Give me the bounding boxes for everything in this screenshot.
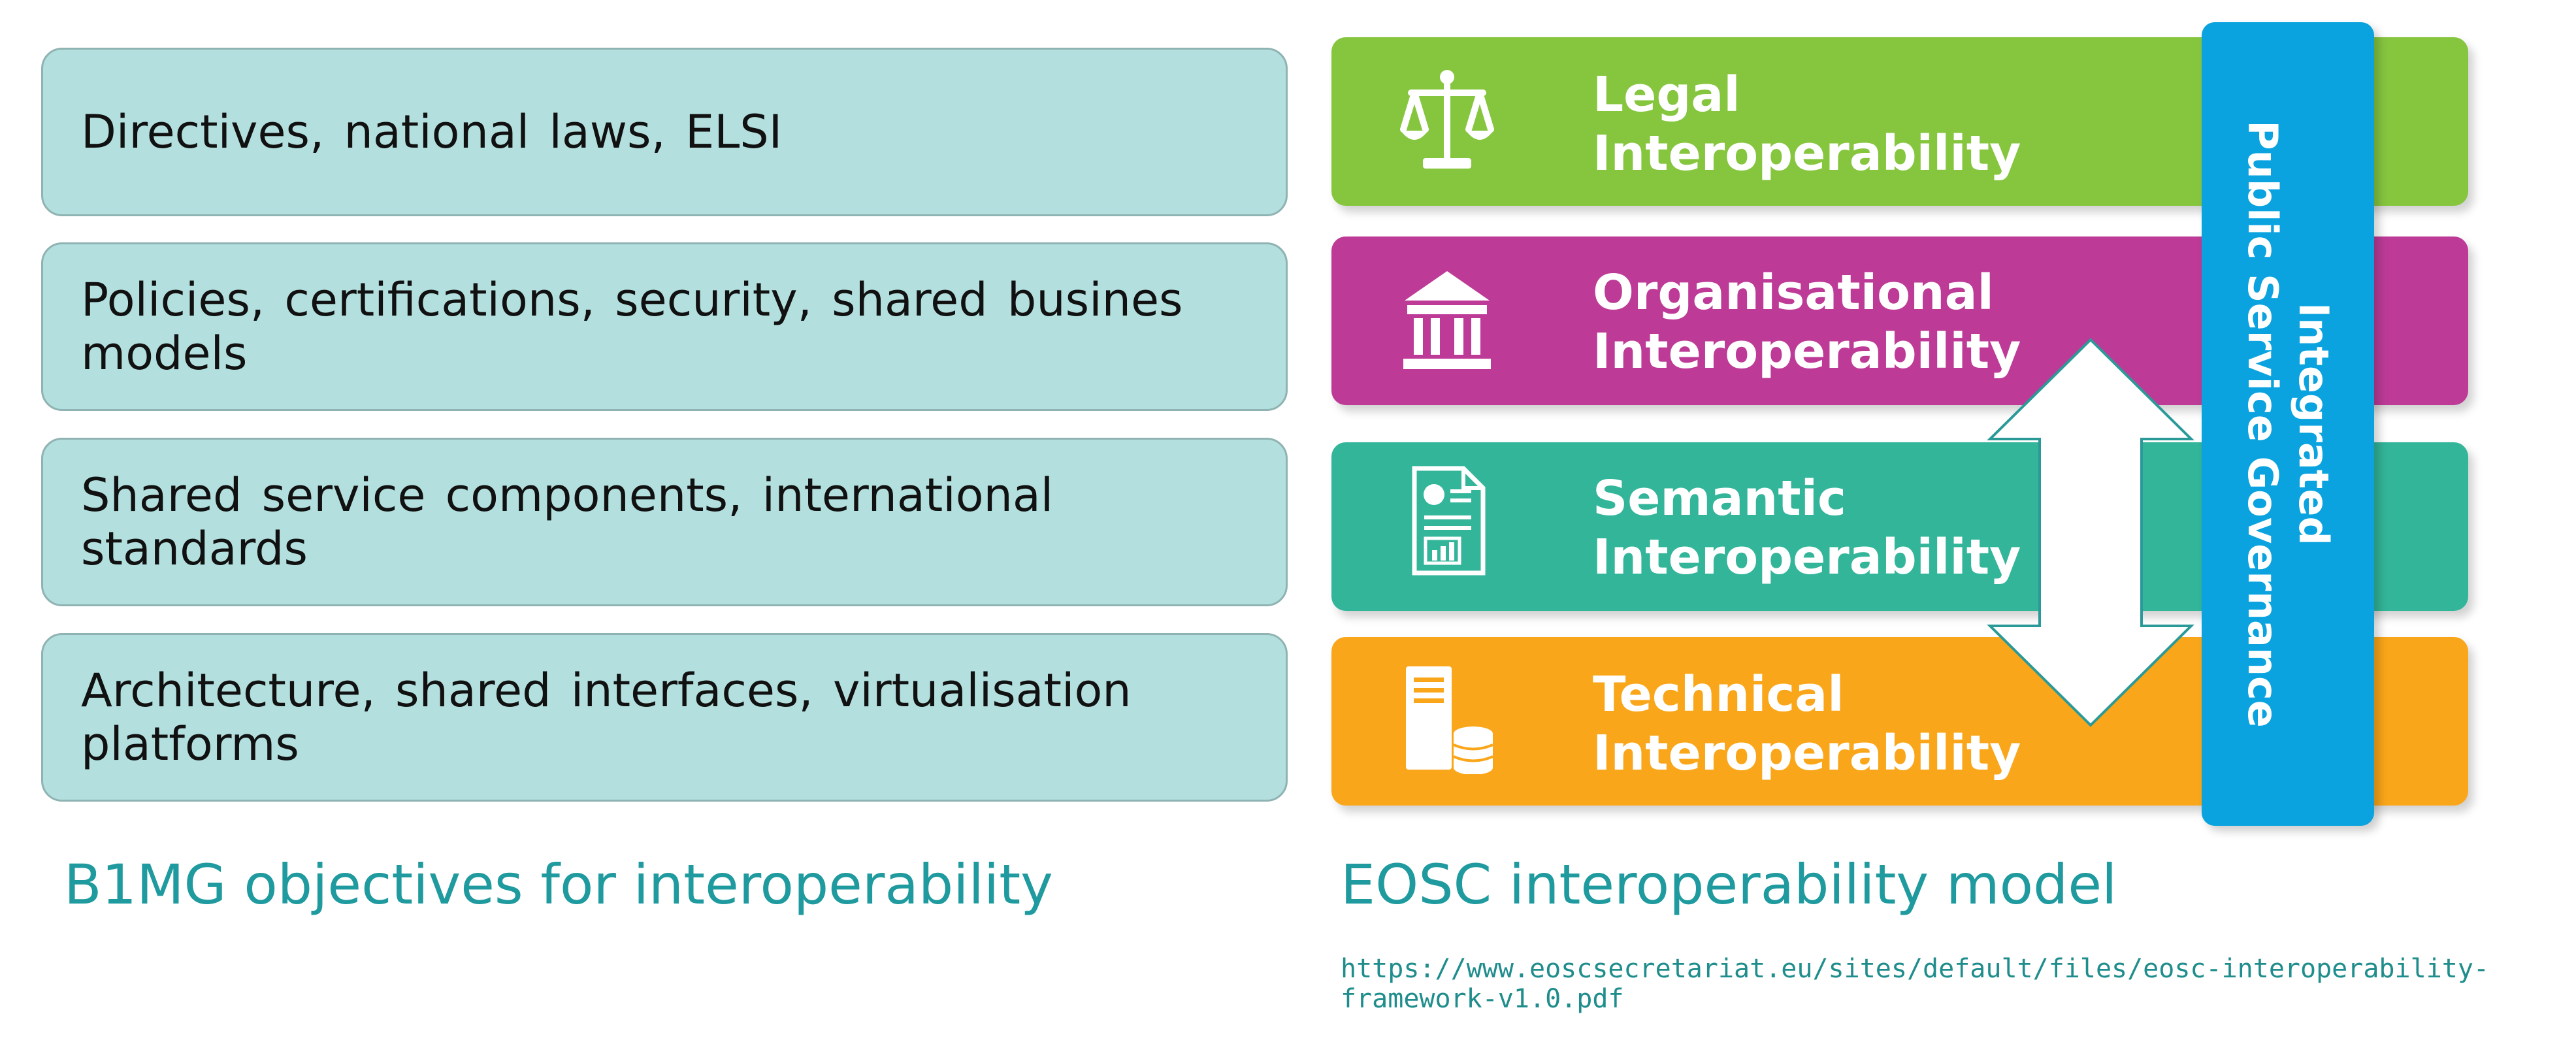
band-subtitle: Interoperability — [1593, 725, 2021, 781]
objective-label: Directives, national laws, ELSI — [81, 105, 783, 159]
governance-title: Integrated — [2290, 302, 2338, 546]
b1mg-caption: B1MG objectives for interoperability — [64, 853, 1053, 917]
band-subtitle: Interoperability — [1593, 323, 2021, 380]
band-title: Organisational — [1593, 265, 1994, 321]
governance-label: Integrated Public Service Governance — [2237, 32, 2339, 816]
band-technical-label: Technical Interoperability — [1593, 665, 2021, 783]
source-url: https://www.eoscsecretariat.eu/sites/def… — [1341, 954, 2489, 1014]
band-legal-label: Legal Interoperability — [1593, 65, 2021, 183]
band-title: Legal — [1593, 67, 1740, 123]
objective-label: Policies, certifications, security, shar… — [81, 273, 1183, 380]
band-subtitle: Interoperability — [1593, 529, 2021, 585]
band-title: Technical — [1593, 666, 1844, 723]
scales-of-justice-icon — [1400, 70, 1494, 169]
objective-label: Shared service components, international… — [81, 468, 1054, 576]
document-report-icon — [1412, 466, 1486, 576]
double-headed-vertical-arrow-icon — [1987, 338, 2194, 727]
objective-box-organisational: Policies, certifications, security, shar… — [41, 242, 1288, 411]
institution-building-icon — [1403, 271, 1491, 369]
band-title: Semantic — [1593, 470, 1846, 527]
server-database-icon — [1406, 666, 1493, 774]
objective-box-semantic: Shared service components, international… — [41, 438, 1288, 606]
integrated-governance-bar — [2202, 22, 2374, 826]
governance-subtitle: Public Service Governance — [2239, 120, 2287, 728]
band-subtitle: Interoperability — [1593, 125, 2021, 182]
objective-box-technical: Architecture, shared interfaces, virtual… — [41, 633, 1288, 802]
band-organisational-label: Organisational Interoperability — [1593, 263, 2021, 381]
eosc-caption: EOSC interoperability model — [1341, 853, 2117, 917]
objective-box-legal: Directives, national laws, ELSI — [41, 48, 1288, 216]
objective-label: Architecture, shared interfaces, virtual… — [81, 664, 1132, 771]
band-semantic-label: Semantic Interoperability — [1593, 469, 2021, 587]
